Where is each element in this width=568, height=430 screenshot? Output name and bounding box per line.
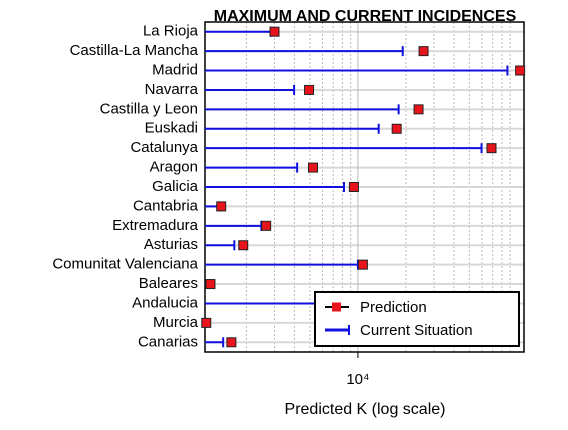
prediction-dot xyxy=(261,220,272,231)
prediction-dot xyxy=(307,162,318,173)
prediction-dot xyxy=(357,259,368,270)
prediction-dot xyxy=(205,279,216,290)
y-tick-label: Navarra xyxy=(145,81,199,98)
y-tick-label: Asturias xyxy=(144,236,198,253)
prediction-dot xyxy=(269,26,280,37)
legend-label: Current Situation xyxy=(360,322,473,339)
legend-box xyxy=(314,291,520,347)
y-tick-label: Baleares xyxy=(139,275,198,292)
prediction-dot xyxy=(216,201,227,212)
prediction-dot xyxy=(226,337,237,348)
y-tick-label: Euskadi xyxy=(145,120,198,137)
y-tick-label: Madrid xyxy=(152,61,198,78)
prediction-dot xyxy=(486,143,497,154)
y-tick-label: Cantabria xyxy=(133,197,199,214)
y-tick-label: Castilla-La Mancha xyxy=(70,42,199,59)
y-tick-label: Catalunya xyxy=(130,139,198,156)
prediction-dot xyxy=(348,182,359,192)
legend-label: Prediction xyxy=(360,299,427,316)
x-tick-label: 10⁴ xyxy=(346,371,369,388)
y-tick-label: Extremadura xyxy=(112,217,199,234)
y-tick-label: Canarias xyxy=(138,333,198,350)
chart-title: MAXIMUM AND CURRENT INCIDENCES xyxy=(214,8,517,25)
x-axis-label: Predicted K (log scale) xyxy=(285,401,446,418)
y-tick-label: La Rioja xyxy=(143,23,199,40)
prediction-dot xyxy=(515,65,526,76)
y-tick-label: Murcia xyxy=(153,314,199,331)
prediction-dot xyxy=(304,84,315,95)
y-tick-label: Andalucia xyxy=(132,294,199,311)
legend-swatch xyxy=(332,302,341,312)
y-tick-label: Castilla y Leon xyxy=(100,100,198,117)
y-tick-label: Galicia xyxy=(152,178,199,195)
prediction-dot xyxy=(201,317,212,328)
prediction-dot xyxy=(238,240,249,251)
y-tick-label: Aragon xyxy=(150,159,198,176)
prediction-dot xyxy=(391,123,402,134)
y-tick-label: Comunitat Valenciana xyxy=(52,256,198,273)
prediction-dot xyxy=(413,104,424,115)
prediction-dot xyxy=(418,46,429,57)
